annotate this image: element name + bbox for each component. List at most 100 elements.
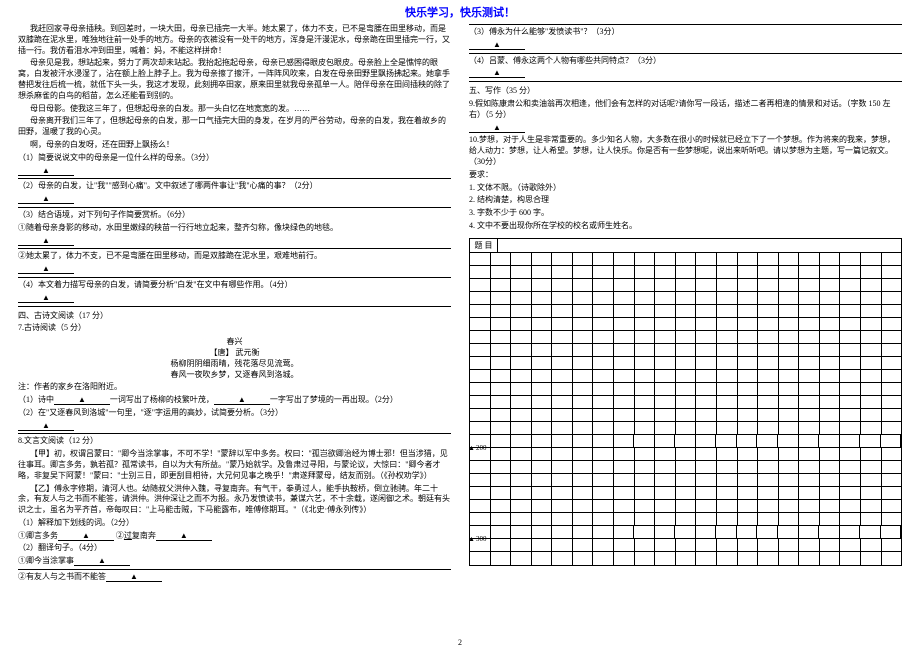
- grid-cell: [861, 513, 882, 525]
- grid-cell: [491, 409, 512, 421]
- grid-cell: [779, 305, 800, 317]
- grid-cell: [676, 305, 697, 317]
- grid-cell: [676, 383, 697, 395]
- grid-cell: [491, 318, 512, 330]
- grid-cell: [593, 461, 614, 473]
- grid-cell: [491, 292, 512, 304]
- grid-cell: [532, 513, 553, 525]
- grid-cell: [840, 435, 861, 447]
- grid-cell: [779, 422, 800, 434]
- grid-cell: [861, 279, 882, 291]
- grid-cell: [511, 396, 532, 408]
- grid-cell: [532, 318, 553, 330]
- grid-cell: [696, 422, 717, 434]
- grid-cell: [614, 422, 635, 434]
- grid-cell: [614, 370, 635, 382]
- grid-cell: [882, 318, 902, 330]
- grid-cell: [532, 331, 553, 343]
- poem-q2: （2）在"又逐春风到洛城"一句里，"逐"字运用的高妙，试简要分析。（3分）: [18, 408, 451, 419]
- grid-cell: [840, 474, 861, 486]
- grid-cell: [614, 279, 635, 291]
- grid-cell: [696, 474, 717, 486]
- grid-cell: [511, 383, 532, 395]
- grid-cell: [511, 461, 532, 473]
- grid-cell: [593, 539, 614, 551]
- grid-cell: [738, 539, 759, 551]
- grid-row: [470, 487, 901, 500]
- grid-cell: [820, 422, 841, 434]
- grid-cell: [532, 435, 553, 447]
- grid-cell: [655, 461, 676, 473]
- grid-cell: [861, 448, 882, 460]
- grid-cell: [511, 266, 532, 278]
- grid-cell: [779, 279, 800, 291]
- grid-cell: [820, 383, 841, 395]
- grid-cell: [676, 539, 697, 551]
- grid-cell: [882, 253, 902, 265]
- grid-cell: [779, 383, 800, 395]
- section-5-head: 五、写作（35 分）: [469, 86, 902, 97]
- grid-cell: [799, 331, 820, 343]
- grid-cell: [820, 292, 841, 304]
- grid-cell: [593, 409, 614, 421]
- grid-cell: [491, 552, 512, 565]
- grid-cell: [655, 253, 676, 265]
- grid-cell: [655, 487, 676, 499]
- grid-cell: [573, 331, 594, 343]
- grid-cell: [614, 539, 635, 551]
- q10: 10.梦想，对于人生是非常重要的。多少知名人物，大多数在很小的时候就已经立下了一…: [469, 135, 902, 167]
- grid-cell: [840, 357, 861, 369]
- grid-cell: [552, 383, 573, 395]
- grid-cell: [675, 526, 696, 538]
- grid-cell: [778, 526, 799, 538]
- grid-cell: [676, 474, 697, 486]
- grid-cell: [552, 552, 573, 565]
- grid-cell: [840, 487, 861, 499]
- grid-cell: [758, 487, 779, 499]
- grid-cell: [552, 318, 573, 330]
- wy-q2b: ②有友人与之书而不能答: [18, 572, 451, 583]
- grid-cell: [820, 513, 841, 525]
- poem-author: 【唐】 武元衡: [18, 347, 451, 358]
- grid-head-label: 题 目: [470, 239, 498, 252]
- grid-cell: [573, 396, 594, 408]
- grid-cell: [532, 539, 553, 551]
- grid-cell: [491, 396, 512, 408]
- grid-cell: [779, 357, 800, 369]
- grid-cell: [635, 461, 656, 473]
- grid-cell: [882, 357, 902, 369]
- grid-cell: [738, 318, 759, 330]
- grid-cell: [573, 357, 594, 369]
- grid-cell: [717, 305, 738, 317]
- grid-cell: [820, 539, 841, 551]
- grid-cell: [573, 344, 594, 356]
- grid-cell: [696, 370, 717, 382]
- grid-cell: [799, 318, 820, 330]
- grid-cell: [861, 305, 882, 317]
- passage-para: 我赶回家寻母亲插秧。到回差时，一块大田，母亲已插完一大半。她太累了，体力不支，已…: [18, 24, 451, 56]
- grid-cell: [614, 383, 635, 395]
- grid-cell: [758, 266, 779, 278]
- grid-cell: [799, 526, 820, 538]
- grid-cell: [511, 305, 532, 317]
- grid-cell: [820, 500, 841, 512]
- grid-cell: [758, 461, 779, 473]
- grid-cell: [696, 461, 717, 473]
- grid-cell: [573, 266, 594, 278]
- grid-cell: [655, 383, 676, 395]
- grid-cell: [532, 305, 553, 317]
- grid-cell: [861, 474, 882, 486]
- grid-cell: [573, 487, 594, 499]
- grid-cell: [717, 461, 738, 473]
- blank: [18, 265, 74, 274]
- grid-cell: [511, 500, 532, 512]
- grid-cell: [532, 422, 553, 434]
- grid-cell: [820, 461, 841, 473]
- grid-cell: [820, 266, 841, 278]
- grid-cell: [779, 331, 800, 343]
- blank: [106, 573, 162, 582]
- grid-cell: [738, 474, 759, 486]
- grid-cell: [799, 474, 820, 486]
- grid-cell: [614, 357, 635, 369]
- poem-line-2: 春风一夜吹乡梦，又逐春风到洛城。: [18, 369, 451, 380]
